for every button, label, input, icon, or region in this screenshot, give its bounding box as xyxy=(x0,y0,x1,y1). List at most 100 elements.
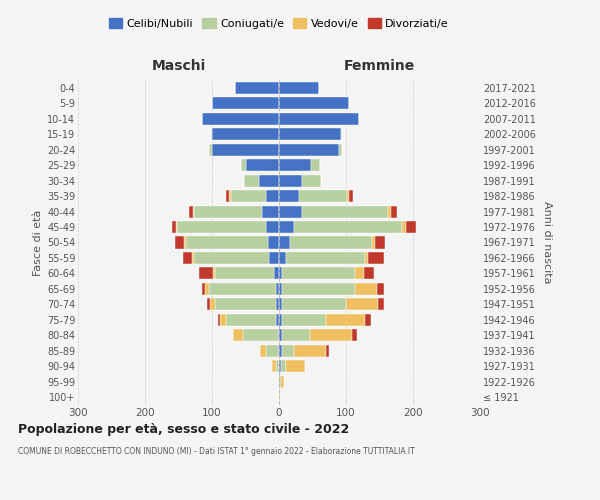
Bar xyxy=(274,268,279,280)
Bar xyxy=(279,82,319,94)
Bar xyxy=(279,314,283,326)
Bar xyxy=(302,174,321,186)
Bar xyxy=(209,144,212,156)
Bar xyxy=(402,221,406,233)
Bar xyxy=(311,159,320,171)
Bar xyxy=(184,236,186,248)
Bar xyxy=(372,236,376,248)
Bar xyxy=(279,206,302,218)
Bar xyxy=(241,159,245,171)
Bar xyxy=(193,206,194,218)
Bar xyxy=(283,330,310,342)
Bar xyxy=(266,221,279,233)
Bar xyxy=(279,298,283,310)
Text: COMUNE DI ROBECCHETTO CON INDUNO (MI) - Dati ISTAT 1° gennaio 2022 - Elaborazion: COMUNE DI ROBECCHETTO CON INDUNO (MI) - … xyxy=(18,448,415,456)
Bar xyxy=(279,221,294,233)
Bar xyxy=(243,330,278,342)
Bar xyxy=(281,376,284,388)
Bar xyxy=(268,236,279,248)
Y-axis label: Fasce di età: Fasce di età xyxy=(32,210,43,276)
Bar xyxy=(368,252,383,264)
Bar xyxy=(172,221,176,233)
Bar xyxy=(226,190,229,202)
Bar xyxy=(215,298,275,310)
Bar xyxy=(272,360,275,372)
Bar xyxy=(299,190,347,202)
Bar xyxy=(391,206,397,218)
Bar xyxy=(279,174,302,186)
Bar xyxy=(212,97,279,109)
Bar xyxy=(229,190,231,202)
Bar xyxy=(275,283,279,295)
Bar xyxy=(194,206,262,218)
Bar xyxy=(279,283,283,295)
Bar xyxy=(302,206,388,218)
Bar xyxy=(231,190,266,202)
Bar xyxy=(279,128,341,140)
Bar xyxy=(278,376,279,388)
Bar xyxy=(279,345,281,357)
Bar xyxy=(244,174,259,186)
Bar xyxy=(211,128,212,140)
Bar xyxy=(269,252,279,264)
Text: Popolazione per età, sesso e stato civile - 2022: Popolazione per età, sesso e stato civil… xyxy=(18,422,349,436)
Bar xyxy=(340,144,342,156)
Y-axis label: Anni di nascita: Anni di nascita xyxy=(542,201,553,284)
Legend: Celibi/Nubili, Coniugati/e, Vedovi/e, Divorziati/e: Celibi/Nubili, Coniugati/e, Vedovi/e, Di… xyxy=(104,14,454,34)
Bar xyxy=(378,298,383,310)
Bar xyxy=(310,330,352,342)
Bar xyxy=(376,236,385,248)
Bar xyxy=(218,314,220,326)
Bar xyxy=(281,360,286,372)
Bar xyxy=(281,345,294,357)
Bar xyxy=(189,206,193,218)
Bar xyxy=(209,283,275,295)
Bar xyxy=(279,190,299,202)
Bar xyxy=(341,128,342,140)
Bar xyxy=(212,144,279,156)
Bar xyxy=(283,268,355,280)
Bar xyxy=(278,345,279,357)
Bar xyxy=(364,268,374,280)
Bar xyxy=(275,360,279,372)
Bar xyxy=(355,268,364,280)
Bar xyxy=(192,252,194,264)
Bar xyxy=(294,221,402,233)
Bar xyxy=(279,376,281,388)
Bar xyxy=(175,236,184,248)
Bar xyxy=(186,236,268,248)
Bar xyxy=(279,360,281,372)
Bar xyxy=(205,283,209,295)
Bar xyxy=(346,298,378,310)
Bar xyxy=(206,298,210,310)
Bar xyxy=(388,206,391,218)
Bar xyxy=(212,128,279,140)
Bar xyxy=(260,345,266,357)
Bar xyxy=(275,298,279,310)
Bar xyxy=(245,159,279,171)
Bar xyxy=(326,314,365,326)
Bar xyxy=(177,221,266,233)
Bar xyxy=(199,268,212,280)
Bar xyxy=(202,283,205,295)
Bar xyxy=(283,314,326,326)
Bar xyxy=(220,314,226,326)
Bar xyxy=(279,144,340,156)
Bar xyxy=(266,190,279,202)
Text: Femmine: Femmine xyxy=(344,58,415,72)
Bar xyxy=(183,252,192,264)
Bar xyxy=(347,190,349,202)
Bar xyxy=(235,82,279,94)
Bar xyxy=(226,314,277,326)
Bar xyxy=(176,221,177,233)
Bar xyxy=(406,221,416,233)
Bar xyxy=(365,314,371,326)
Bar xyxy=(279,112,359,124)
Bar xyxy=(377,283,383,295)
Bar xyxy=(294,345,326,357)
Bar xyxy=(283,298,346,310)
Bar xyxy=(279,97,349,109)
Bar xyxy=(210,298,215,310)
Text: Maschi: Maschi xyxy=(151,58,206,72)
Bar xyxy=(349,190,353,202)
